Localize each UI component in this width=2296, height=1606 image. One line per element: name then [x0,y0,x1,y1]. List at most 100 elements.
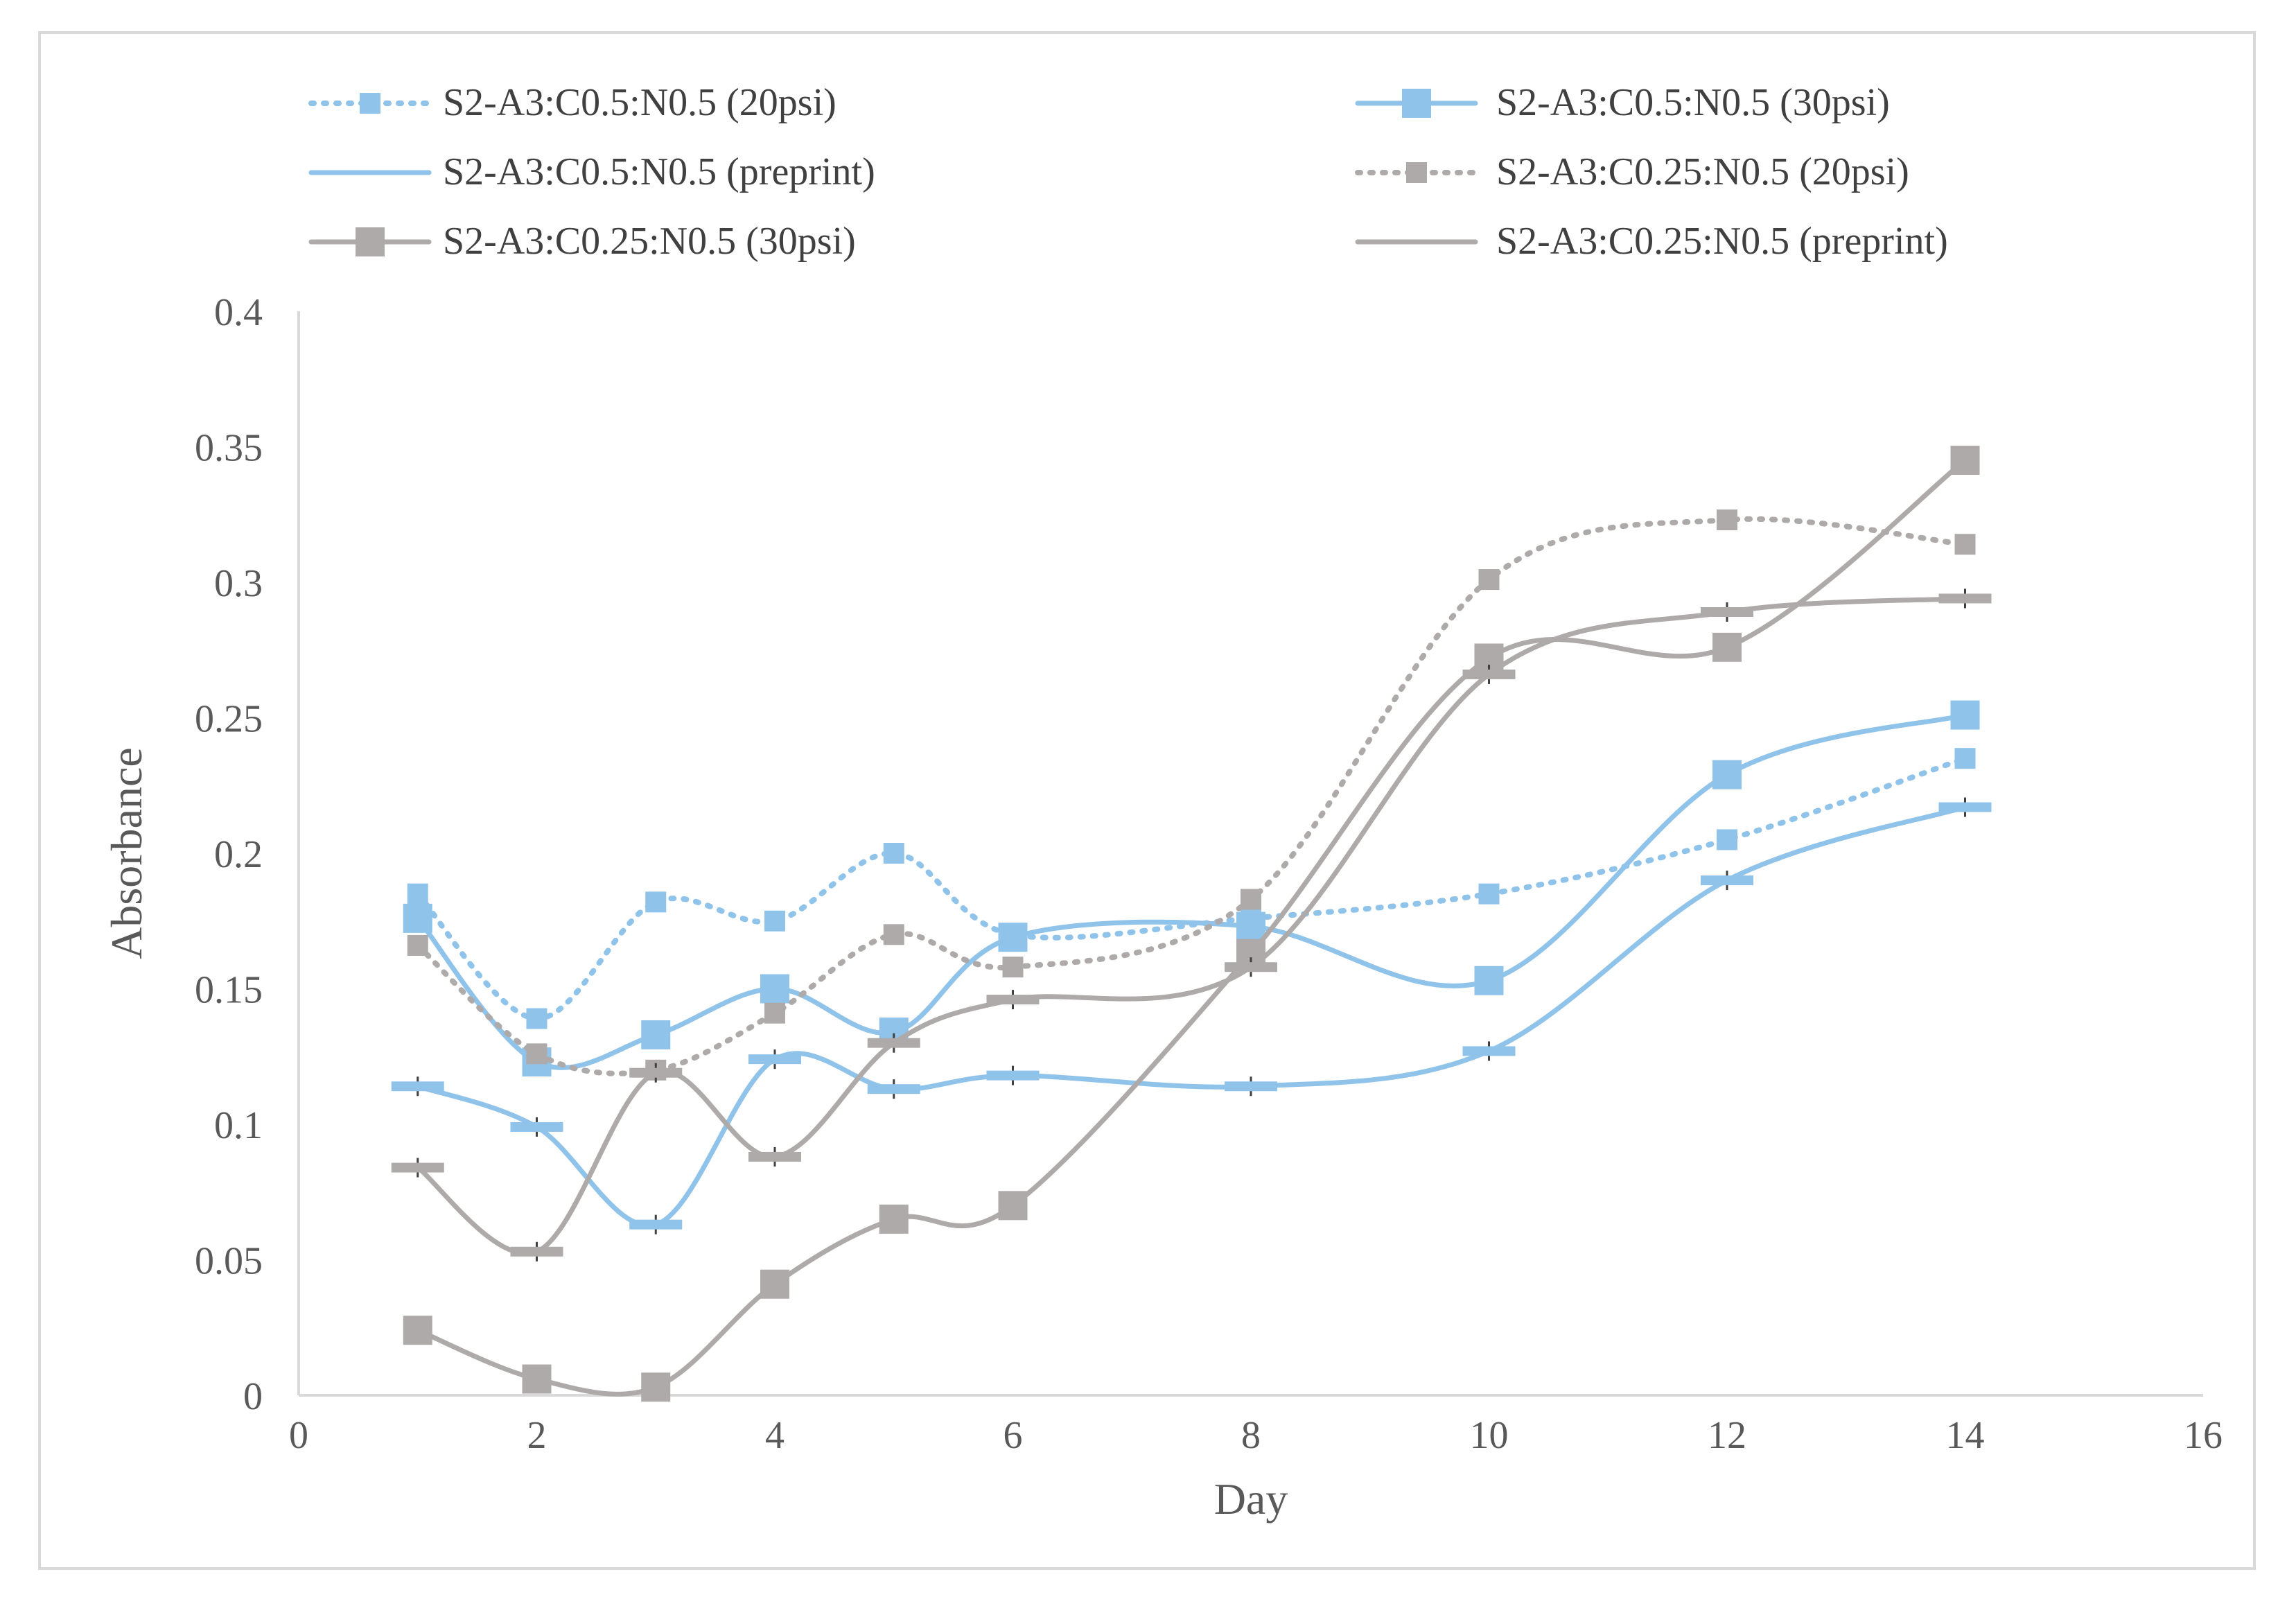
data-point [645,891,667,913]
data-point [391,1081,444,1092]
series-2 [391,797,1992,1234]
data-point [641,1020,671,1049]
data-point [748,1054,801,1065]
legend-label: S2-A3:C0.25:N0.5 (preprint) [1496,220,1948,263]
series-line [415,805,1968,1228]
data-point [764,1002,785,1024]
data-point [1236,911,1265,941]
data-point [1954,748,1976,769]
data-point [1701,875,1753,886]
data-point [407,934,428,956]
data-point [986,995,1040,1005]
y-tick-label: 0.3 [214,562,263,605]
data-point [391,1162,444,1173]
data-point [998,923,1028,952]
x-tick-label: 6 [1004,1414,1023,1457]
y-tick-label: 0.05 [195,1240,263,1283]
data-point [526,1043,547,1065]
data-point [641,1372,671,1402]
legend-marker [1402,89,1431,118]
data-point [998,1191,1028,1221]
legend-entry-0: S2-A3:C0.5:N0.5 (20psi) [308,81,836,124]
y-tick-labels: 0 0.05 0.1 0.15 0.2 0.25 0.3 0.35 0.4 [195,291,263,1418]
data-point [403,903,432,933]
data-point [764,910,785,932]
data-point [883,843,904,864]
legend-label: S2-A3:C0.5:N0.5 (20psi) [443,81,836,124]
chart-svg: S2-A3:C0.5:N0.5 (20psi) S2-A3:C0.5:N0.5 … [102,81,2223,1524]
legend-marker [360,93,380,114]
data-point [879,1204,909,1234]
data-point [526,1008,547,1029]
x-tick-label: 4 [765,1414,785,1457]
y-tick-label: 0.35 [195,427,263,470]
data-point [1701,607,1753,618]
data-point [1241,889,1261,910]
data-point [1225,1081,1277,1092]
data-point [1938,802,1992,812]
data-point [1478,883,1500,905]
legend: S2-A3:C0.5:N0.5 (20psi) S2-A3:C0.5:N0.5 … [308,81,1948,263]
y-tick-label: 0.4 [214,291,263,334]
legend-entry-5: S2-A3:C0.25:N0.5 (preprint) [1355,220,1948,263]
legend-entry-2: S2-A3:C0.5:N0.5 (preprint) [308,150,875,193]
y-axis-title: Absorbance [102,747,151,959]
legend-label: S2-A3:C0.25:N0.5 (30psi) [443,220,856,263]
legend-entry-3: S2-A3:C0.25:N0.5 (20psi) [1355,150,1909,193]
legend-entry-1: S2-A3:C0.5:N0.5 (30psi) [1355,81,1890,124]
plot-area [391,446,1992,1402]
x-tick-label: 0 [289,1414,308,1457]
data-point [748,1151,801,1162]
x-tick-label: 16 [2184,1414,2223,1457]
x-tick-label: 8 [1241,1414,1261,1457]
y-tick-label: 0.2 [214,833,263,876]
data-point [403,1316,432,1345]
data-point [1002,957,1024,978]
data-point [1478,569,1500,591]
legend-label: S2-A3:C0.5:N0.5 (30psi) [1496,81,1890,124]
data-point [1462,669,1516,679]
legend-label: S2-A3:C0.25:N0.5 (20psi) [1496,150,1909,193]
data-point [1462,1046,1516,1056]
data-point [1717,829,1737,850]
data-point [1712,760,1742,789]
data-point [407,883,428,905]
legend-marker [356,227,385,256]
axes [297,311,2203,1397]
legend-label: S2-A3:C0.5:N0.5 (preprint) [443,150,875,193]
series-line [414,756,1968,1022]
x-tick-label: 2 [527,1414,547,1457]
data-point [1950,700,1980,730]
y-tick-label: 0.25 [195,698,263,741]
data-point [1938,593,1992,604]
series-line [414,516,1968,1076]
y-tick-label: 0.15 [195,969,263,1012]
legend-marker [1406,162,1427,183]
legend-entry-4: S2-A3:C0.25:N0.5 (30psi) [308,220,856,263]
data-point [867,1084,920,1094]
data-point [510,1246,563,1257]
x-tick-label: 12 [1708,1414,1746,1457]
data-point [629,1219,683,1230]
data-point [1225,962,1277,972]
data-point [760,974,789,1004]
x-tick-labels: 0 2 4 6 8 10 12 14 16 [289,1414,2223,1457]
data-point [629,1067,683,1078]
data-point [867,1038,920,1048]
data-point [1712,632,1742,662]
data-point [1717,509,1737,531]
y-tick-label: 0 [243,1375,263,1418]
x-tick-label: 10 [1470,1414,1509,1457]
data-point [1474,966,1504,995]
y-tick-label: 0.1 [214,1104,263,1147]
x-axis-title: Day [1214,1474,1288,1524]
x-tick-label: 14 [1946,1414,1985,1457]
chart-frame: S2-A3:C0.5:N0.5 (20psi) S2-A3:C0.5:N0.5 … [38,31,2256,1570]
data-point [1950,446,1980,475]
data-point [1954,534,1976,555]
data-point [883,924,904,945]
data-point [760,1269,789,1299]
data-point [510,1121,563,1132]
series-5 [391,588,1992,1262]
series-0 [407,748,1976,1029]
